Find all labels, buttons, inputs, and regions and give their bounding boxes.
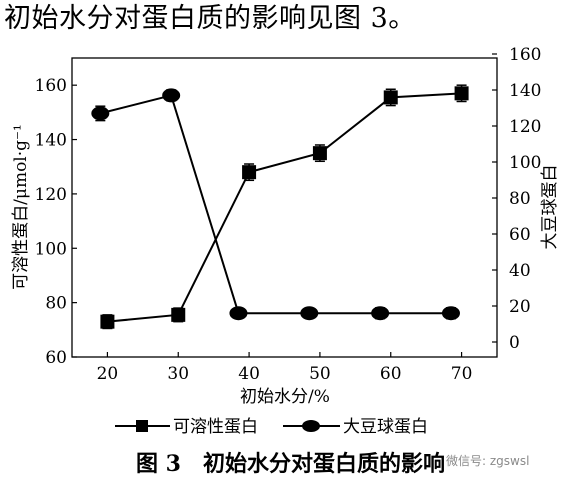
legend-marker-circle (302, 420, 320, 432)
data-point-square (100, 314, 115, 329)
legend-marker-square (136, 420, 148, 432)
data-point-square (454, 86, 469, 101)
x-axis-ticks: 20 30 40 50 60 70 (97, 352, 473, 384)
x-tick-label: 60 (380, 364, 402, 384)
y-right-tick-label: 0 (509, 333, 520, 353)
figure-caption: 图 3 初始水分对蛋白质的影响 (136, 451, 445, 477)
y-right-tick-label: 120 (509, 117, 541, 137)
data-point-square (242, 165, 257, 180)
series-layer (91, 84, 469, 330)
data-point-square (171, 307, 186, 322)
y-right-tick-label: 160 (509, 45, 541, 65)
legend: 可溶性蛋白 大豆球蛋白 (115, 417, 428, 437)
data-point-square (383, 90, 398, 105)
data-point-circle (300, 306, 319, 321)
y-right-tick-label: 100 (509, 153, 541, 173)
y-left-tick-label: 100 (35, 239, 67, 259)
chart: 60 80 100 120 140 160 0 20 40 60 80 100 120 140 160 2… (11, 45, 560, 437)
data-point-circle (162, 88, 181, 103)
x-axis-label: 初始水分/% (240, 387, 330, 407)
page-heading: 初始水分对蛋白质的影响见图 3。 (4, 3, 416, 34)
data-point-circle (441, 306, 460, 321)
right-axis-ticks: 0 20 40 60 80 100 120 140 160 (492, 45, 541, 353)
y-left-label: 可溶性蛋白/μmol·g⁻¹ (11, 124, 31, 290)
data-point-circle (91, 106, 110, 121)
y-left-tick-label: 80 (45, 294, 67, 314)
data-point-circle (229, 306, 248, 321)
y-left-tick-label: 60 (45, 348, 67, 368)
y-right-tick-label: 20 (509, 297, 531, 317)
series-line-soluble-protein (107, 92, 462, 323)
y-left-tick-label: 120 (35, 185, 67, 205)
y-right-tick-label: 60 (509, 225, 531, 245)
x-tick-label: 20 (97, 364, 119, 384)
watermark: 微信号: zgswsl (446, 454, 530, 468)
legend-label-glycinin: 大豆球蛋白 (343, 417, 428, 437)
y-right-tick-label: 40 (509, 261, 531, 281)
x-tick-label: 40 (238, 364, 260, 384)
data-point-square (312, 146, 327, 161)
y-left-tick-label: 140 (35, 131, 67, 151)
y-right-tick-label: 140 (509, 81, 541, 101)
data-point-circle (371, 306, 390, 321)
plot-frame (71, 57, 498, 358)
series-line-glycinin (100, 94, 451, 315)
x-tick-label: 30 (167, 364, 189, 384)
x-tick-label: 70 (451, 364, 473, 384)
y-right-tick-label: 80 (509, 189, 531, 209)
legend-label-soluble: 可溶性蛋白 (173, 417, 258, 437)
x-tick-label: 50 (309, 364, 331, 384)
y-left-tick-label: 160 (35, 76, 67, 96)
left-axis-ticks: 60 80 100 120 140 160 (35, 76, 77, 368)
y-right-label: 大豆球蛋白 (540, 165, 560, 250)
